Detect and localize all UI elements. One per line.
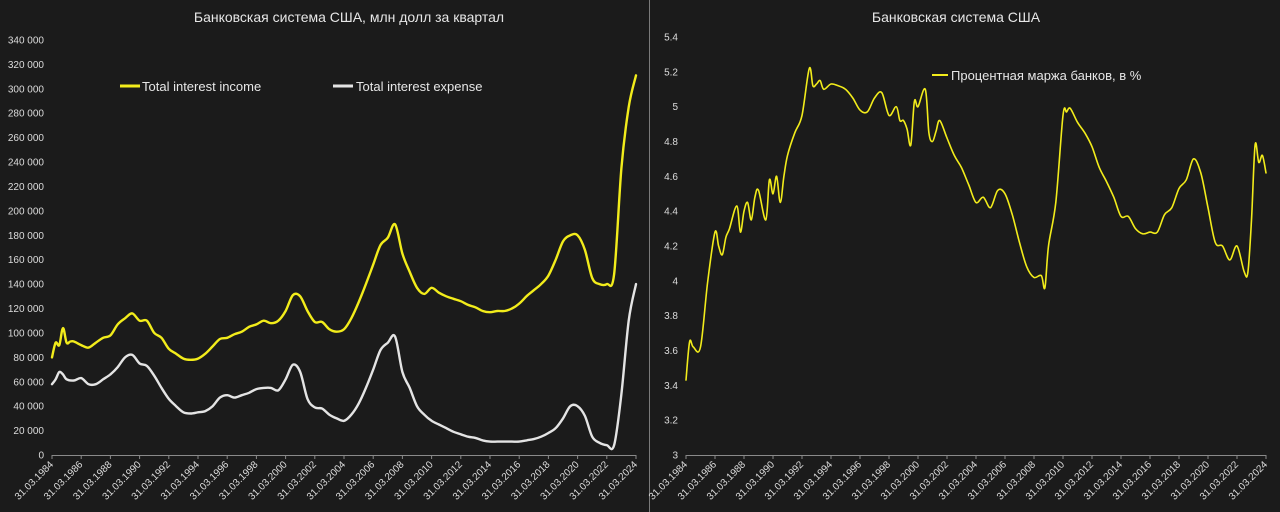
series-line-income — [50, 74, 638, 361]
y-tick-label: 4.2 — [664, 242, 678, 253]
legend-income-label: Total interest income — [142, 79, 261, 94]
y-tick-label: 300 000 — [8, 84, 45, 95]
y-tick-label: 160 000 — [8, 255, 45, 266]
chart-left-legend: Total interest income Total interest exp… — [120, 79, 482, 94]
chart-left-series — [50, 74, 638, 451]
y-tick-label: 240 000 — [8, 158, 45, 169]
y-tick-label: 180 000 — [8, 231, 45, 242]
y-tick-label: 3.4 — [664, 381, 678, 392]
y-tick-label: 5 — [672, 102, 678, 113]
y-tick-label: 3 — [672, 451, 678, 462]
legend-margin-label: Процентная маржа банков, в % — [951, 68, 1142, 83]
chart-left-y-axis: 0 20 000 40 000 60 000 80 000 100 000 120 000 1… — [8, 36, 45, 462]
y-tick-label: 3.2 — [664, 416, 678, 427]
series-line-expense — [50, 282, 638, 451]
y-tick-label: 220 000 — [8, 182, 45, 193]
chart-right-y-axis: 3 3.2 3.4 3.6 3.8 4 4.2 4.4 4.6 4.8 5 5.2 5.4 — [664, 33, 678, 462]
y-tick-label: 5.2 — [664, 67, 678, 78]
y-tick-label: 320 000 — [8, 60, 45, 71]
y-tick-label: 4 — [672, 276, 678, 287]
legend-expense-label: Total interest expense — [356, 79, 482, 94]
y-tick-label: 120 000 — [8, 304, 45, 315]
y-tick-label: 140 000 — [8, 280, 45, 291]
y-tick-label: 0 — [38, 451, 44, 462]
y-tick-label: 80 000 — [13, 353, 44, 364]
y-tick-label: 60 000 — [13, 377, 44, 388]
y-tick-label: 20 000 — [13, 426, 44, 437]
chart-right-legend: Процентная маржа банков, в % — [932, 68, 1142, 83]
y-tick-label: 4.6 — [664, 172, 678, 183]
y-tick-label: 340 000 — [8, 36, 45, 47]
y-tick-label: 200 000 — [8, 206, 45, 217]
y-tick-label: 4.4 — [664, 207, 678, 218]
chart-right-series — [685, 66, 1267, 381]
y-tick-label: 3.6 — [664, 346, 678, 357]
series-line-margin — [685, 66, 1267, 381]
chart-right-title: Банковская система США — [872, 9, 1041, 25]
y-tick-label: 100 000 — [8, 328, 45, 339]
y-tick-label: 280 000 — [8, 109, 45, 120]
y-tick-label: 260 000 — [8, 133, 45, 144]
y-tick-label: 5.4 — [664, 33, 678, 44]
y-tick-label: 40 000 — [13, 402, 44, 413]
chart-left-title: Банковская система США, млн долл за квар… — [194, 9, 504, 25]
y-tick-label: 3.8 — [664, 311, 678, 322]
y-tick-label: 4.8 — [664, 137, 678, 148]
